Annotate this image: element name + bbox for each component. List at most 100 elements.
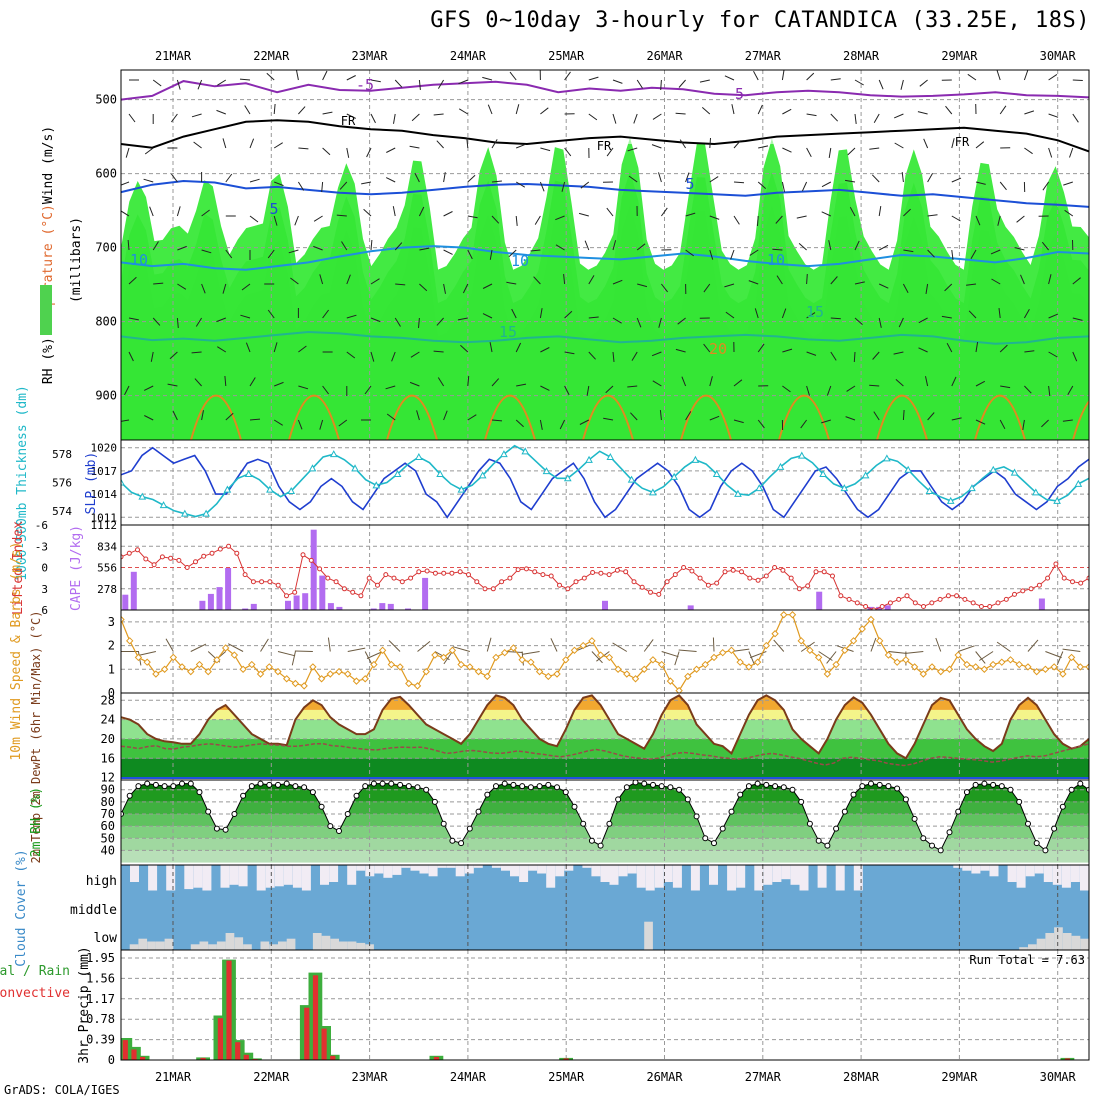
li-point [126,550,132,556]
series-point [797,451,806,459]
wind-barb [606,147,614,157]
wind-barb [249,138,255,149]
wind-barb [578,212,589,217]
cloud-high-cell [1070,865,1080,882]
wind-barb [1048,385,1051,396]
wind-speed-point [143,658,151,666]
wind-barb [925,283,929,294]
cloud-level-label: middle [70,903,117,918]
wind-barb [651,351,662,357]
wind-barb [749,249,759,256]
wind-barb [588,76,599,81]
wind-speed-point [1059,670,1067,678]
upper-air-yunits: (millibars) [69,217,84,303]
wind-barb [322,385,330,395]
cape-bar [130,571,137,610]
wind-barb [905,651,924,654]
wind-barb [201,249,212,254]
wind-speed-point [187,667,195,676]
wind-barb [1022,419,1025,430]
wind-barb [828,240,832,251]
cape-bar [225,568,232,610]
precip-conv-bar [563,1058,569,1060]
wind-barb [733,181,745,184]
temp2m-tick: 20 [101,732,115,746]
chart-title: GFS 0~10day 3-hourly for CATANDICA (33.2… [430,8,1090,33]
li-point [830,573,835,579]
upper-air-ylabel-part: Wind (m/s) [41,126,56,204]
wind-speed-point [439,653,448,662]
wind-barb [659,410,662,421]
wind-barb [436,140,444,149]
wind-barb [588,351,596,360]
wind-barb [674,651,680,666]
rh-upper-band [121,70,1089,144]
wind-barb [298,345,307,353]
wind-barb [830,351,837,361]
rh-point [440,820,447,827]
cloud-high-cell [1043,865,1053,882]
slp-tick: 1017 [91,465,118,478]
cloud-high-cell [193,865,203,888]
wind-speed-point [361,675,369,683]
wind-barb [991,278,1001,285]
rh-shade-layer [121,137,1089,440]
wind-barb [153,282,164,285]
wind-barb [999,344,1008,353]
wind-barb [216,317,226,323]
rh-point [562,789,569,796]
wind-barb [201,283,206,294]
series-point [287,486,296,494]
wind-speed-point [317,675,326,683]
series-point [755,484,764,492]
wind-barb [853,351,856,363]
rh-point [772,783,779,790]
cloud-high-cell [148,865,158,891]
wind-speed-point [666,677,675,685]
temp2m-plot [121,693,1089,780]
rh-point [170,783,177,790]
cloud-low-cell [1062,933,1072,950]
wind-barb [643,639,654,652]
wind-barb [612,113,617,124]
rh-point [597,842,604,849]
wind-barb [871,174,880,183]
wind-barb [975,215,981,226]
li-point [275,582,281,588]
wind-barb [217,346,227,353]
li-point [540,572,546,578]
li-point [375,582,380,588]
wind-barb [1024,110,1035,115]
wind-barb [467,414,477,421]
series-point [266,485,274,493]
wind-barb [902,409,905,421]
wind-barb [392,206,396,217]
wind-barb [482,283,493,289]
date-label-top: 22MAR [253,49,290,63]
cloud-high-cell [763,865,773,885]
wind-barb [555,244,565,251]
wind-barb [385,385,396,390]
wind-barb [927,173,934,183]
wind-barb [878,79,884,90]
li-point [507,575,513,581]
rh-point [667,784,674,791]
wind-barb [394,317,401,327]
li-point [1028,586,1034,592]
wind-barb [370,79,381,83]
series-point [478,471,487,479]
cloud-high-cell [256,865,266,891]
cloud-high-cell [392,865,402,875]
wind-barb [918,317,928,324]
wind-barb [322,111,333,115]
wind-speed-point [230,651,239,659]
wind-barb [539,419,543,430]
cape-bar [242,608,249,610]
wind-barb [1024,350,1035,353]
wind-speed-point [474,667,483,676]
wind-barb [225,173,233,183]
rh-point [632,780,639,786]
rh-point [868,780,874,787]
wind-barb [828,147,832,158]
rh2m-plot [121,780,1089,865]
